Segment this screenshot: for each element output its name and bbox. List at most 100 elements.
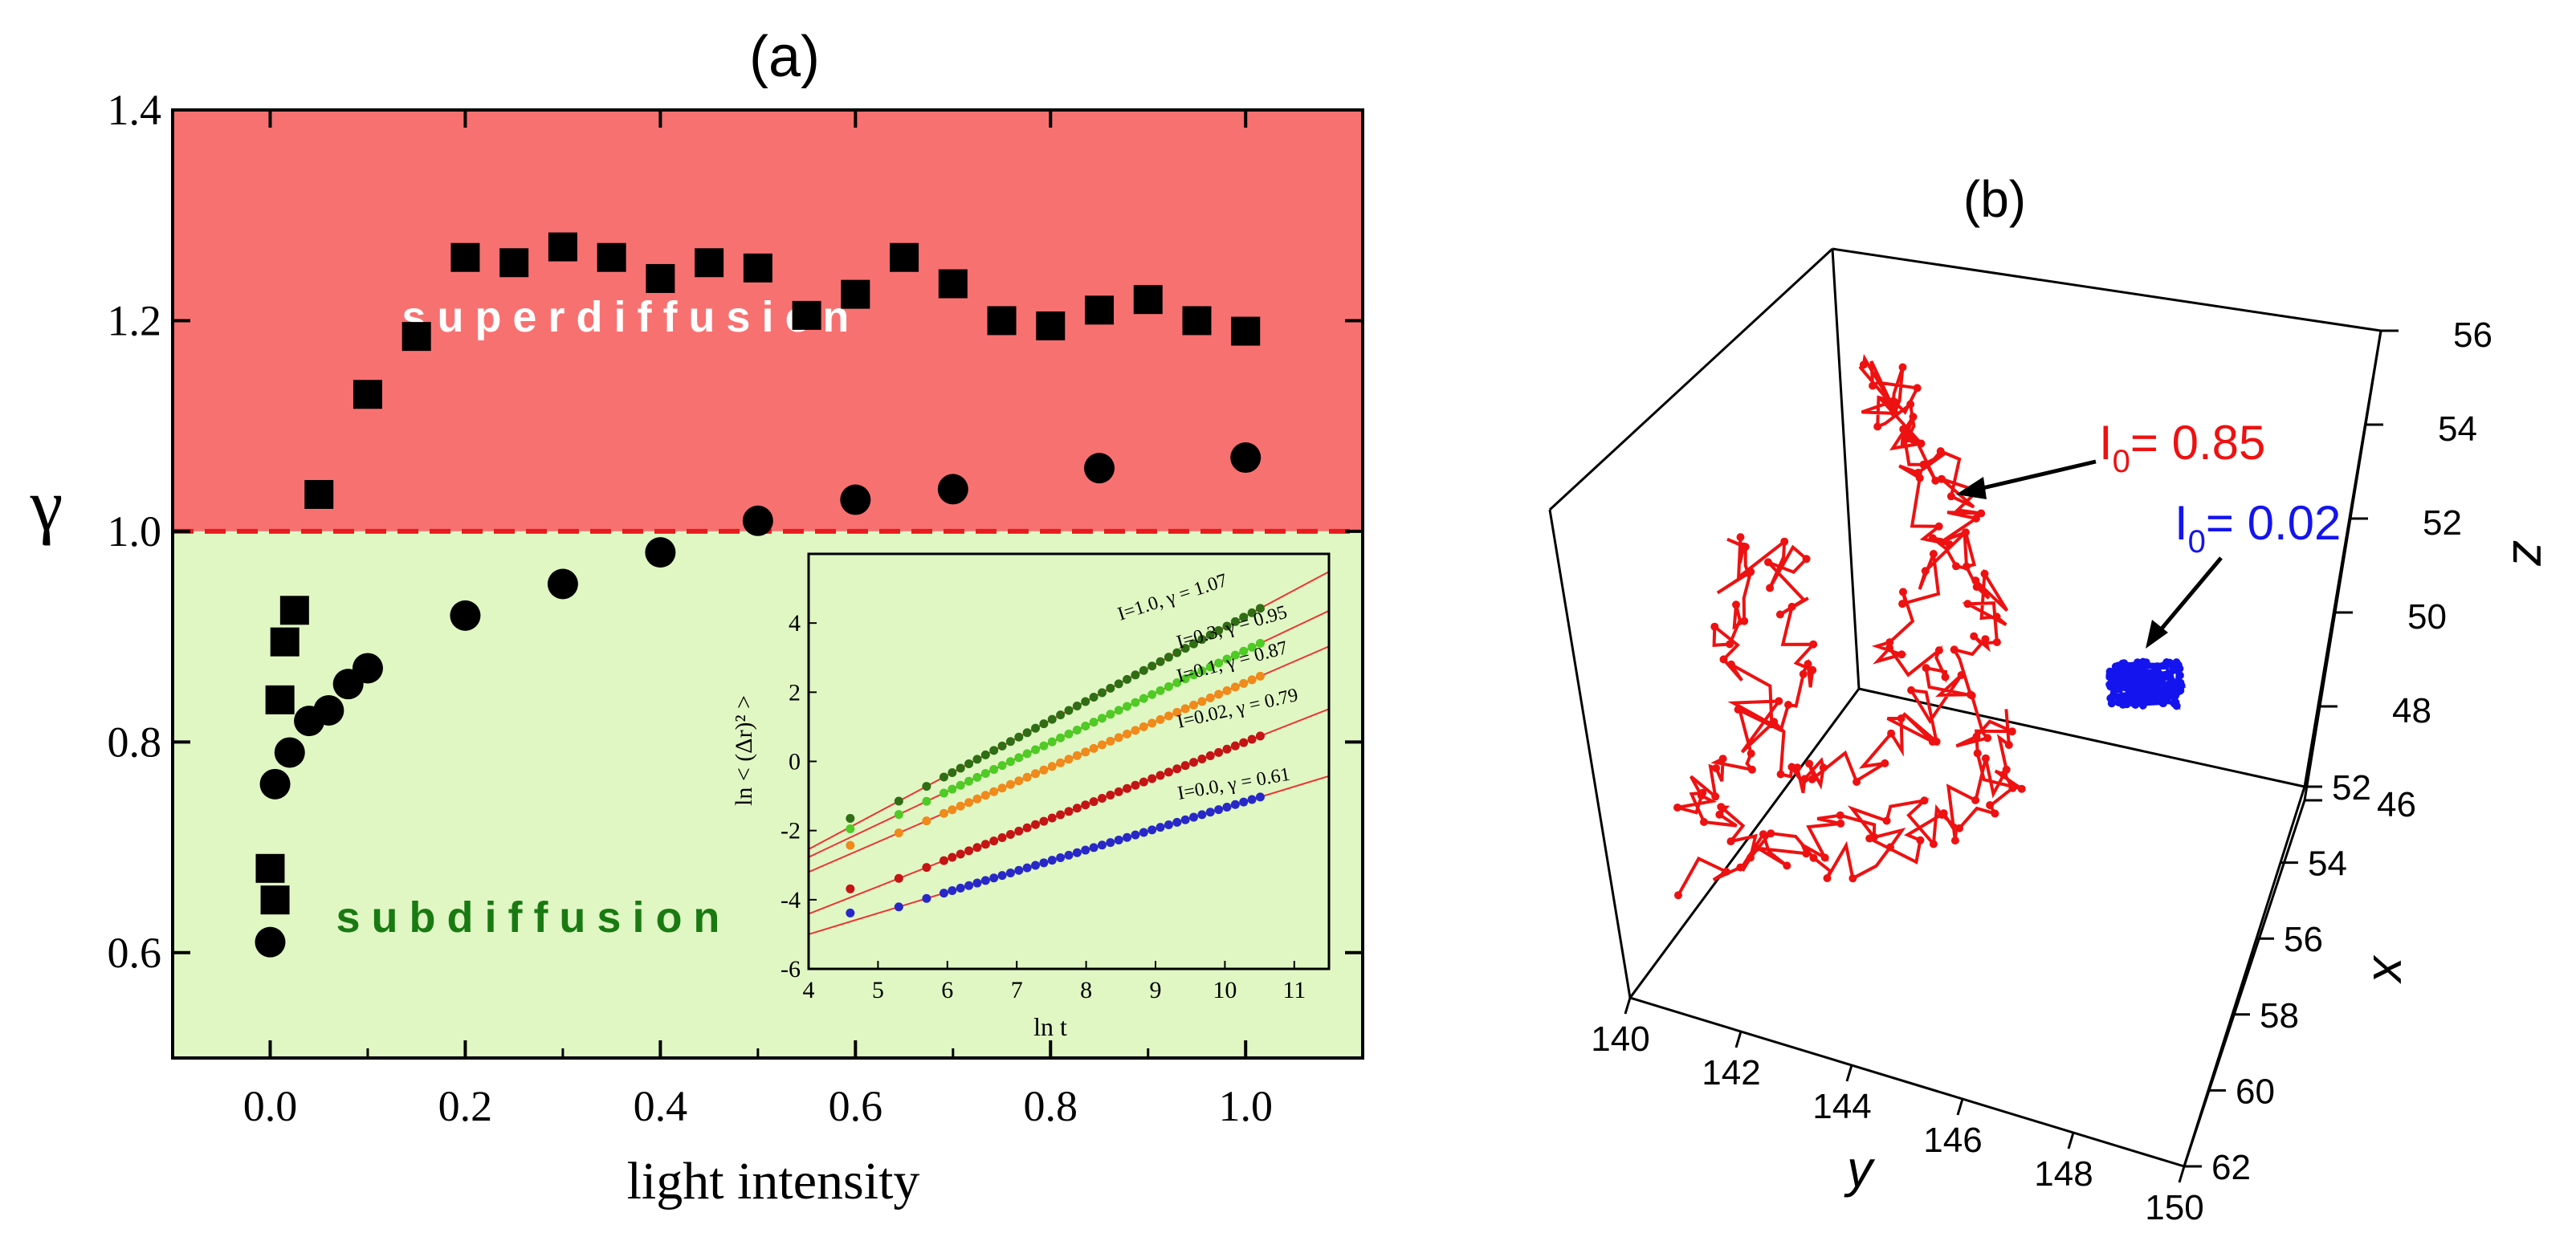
inset-point [1005, 757, 1015, 767]
inset-point [1247, 608, 1257, 617]
red-point [1766, 584, 1775, 592]
y-tick-label: 1.4 [108, 86, 162, 134]
inset-point [1039, 741, 1049, 751]
red-point [1809, 853, 1818, 862]
circle-point [255, 926, 286, 958]
b-y-tick [1845, 1064, 1853, 1082]
inset-x-tick-label: 8 [1080, 977, 1092, 1003]
inset-point [1014, 865, 1024, 875]
red-point [1981, 754, 1990, 763]
inset-point [1139, 777, 1148, 787]
panel-b-label: (b) [1963, 170, 2026, 228]
red-point [1920, 796, 1929, 805]
b-y-tick-label: 146 [1923, 1121, 1982, 1160]
red-point [1799, 669, 1808, 678]
red-point [1919, 460, 1928, 469]
red-point [1972, 583, 1981, 592]
b-y-tick [2067, 1132, 2075, 1150]
red-point [1937, 474, 1946, 483]
red-point [1717, 803, 1726, 812]
circle-point [1084, 453, 1115, 484]
inset-x-tick-label: 9 [1150, 977, 1162, 1003]
red-point [1802, 849, 1811, 858]
blue-point [2148, 675, 2157, 684]
x-tick-label: 0.2 [438, 1082, 493, 1130]
blue-point [2166, 682, 2175, 690]
red-point [1909, 413, 1918, 421]
inset-point [980, 876, 990, 885]
inset-point [1147, 825, 1157, 835]
inset-point [1089, 797, 1098, 807]
inset-point [1072, 751, 1082, 760]
inset-point [972, 755, 982, 764]
inset-point [956, 780, 965, 790]
inset-point [1114, 733, 1123, 743]
circle-point [840, 484, 871, 515]
inset-point [1097, 714, 1107, 723]
inset-x-tick-label: 10 [1213, 977, 1237, 1003]
red-point [1718, 755, 1727, 763]
panel-b-ylabel: y [1844, 1140, 1876, 1198]
b-y-tick-label: 144 [1812, 1087, 1871, 1126]
red-point [1787, 602, 1796, 611]
inset-point [1064, 755, 1074, 764]
inset-point [948, 784, 957, 794]
inset-point [1031, 723, 1041, 733]
inset-point [1039, 858, 1049, 868]
y-tick-label: 0.8 [108, 718, 162, 766]
panel-a-xlabel: light intensity [627, 1152, 920, 1211]
red-point [1732, 600, 1740, 609]
square-point [260, 885, 290, 915]
inset-point [1106, 710, 1115, 719]
inset-point [1097, 740, 1107, 750]
circle-series [255, 442, 1262, 958]
inset-point [1031, 861, 1041, 870]
red-point [1961, 528, 1970, 537]
subdiffusion-label: subdiffusion [336, 893, 731, 942]
blue-point [2105, 680, 2114, 689]
blue-point [2154, 683, 2163, 692]
inset-point [1230, 682, 1240, 692]
red-point [1906, 400, 1915, 409]
red-point [1898, 363, 1907, 372]
circle-point [937, 474, 968, 505]
red-point [1897, 714, 1906, 722]
red-point [1907, 686, 1916, 694]
inset-point [1214, 747, 1224, 757]
inset-point [1022, 749, 1032, 759]
red-point [1700, 818, 1708, 826]
red-point [1747, 749, 1755, 758]
inset-point [989, 836, 999, 846]
inset-point [1005, 829, 1015, 839]
square-point [265, 685, 295, 714]
red-point [1780, 537, 1789, 546]
blue-arrowhead [2146, 620, 2168, 649]
inset-point [1005, 737, 1015, 747]
inset-point [1197, 810, 1207, 820]
blue-point [2171, 698, 2180, 706]
inset-point [1039, 719, 1049, 729]
red-point [1759, 830, 1767, 839]
red-point [1674, 891, 1682, 900]
blue-point [2131, 701, 2140, 709]
inset-point [1247, 795, 1257, 804]
blue-point [2117, 679, 2125, 688]
inset-point [1081, 747, 1090, 757]
inset-point [1205, 662, 1215, 672]
red-point [1899, 588, 1907, 596]
blue-trajectory-points [2105, 657, 2186, 710]
inset-point [1014, 776, 1024, 786]
inset-point [1031, 769, 1041, 779]
square-point [987, 306, 1017, 336]
inset-point [1189, 812, 1199, 822]
3d-box-edge [2183, 800, 2306, 1167]
red-point [1971, 796, 1980, 804]
inset-point [1081, 800, 1090, 810]
blue-point [2153, 662, 2162, 671]
square-point [938, 269, 968, 299]
inset-point [1222, 621, 1232, 631]
square-point [1085, 295, 1115, 325]
circle-point [1230, 442, 1262, 474]
inset-point [1005, 779, 1015, 789]
red-point [1800, 775, 1809, 783]
